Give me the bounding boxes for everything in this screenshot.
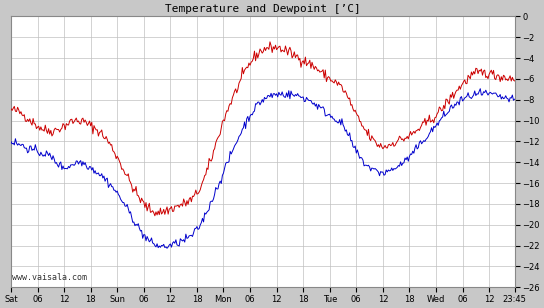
Title: Temperature and Dewpoint [’C]: Temperature and Dewpoint [’C] (165, 4, 361, 14)
Text: www.vaisala.com: www.vaisala.com (12, 273, 87, 282)
